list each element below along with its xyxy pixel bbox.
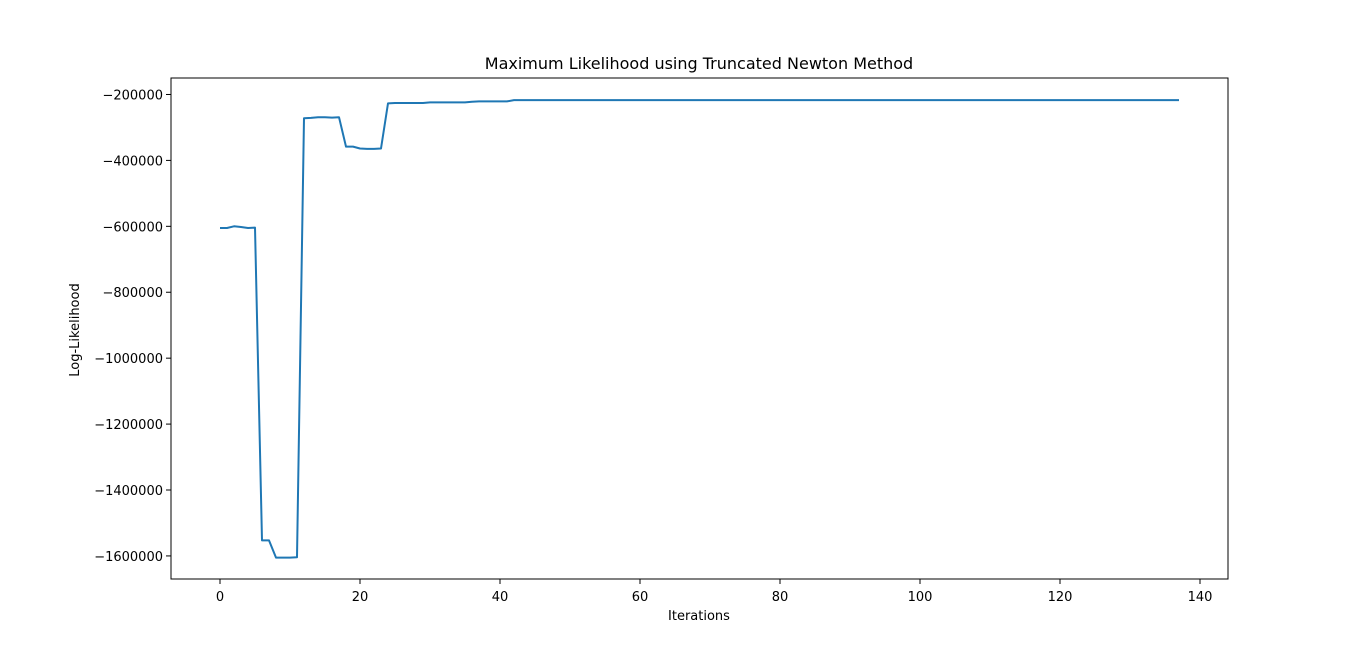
x-tick-label: 140 <box>1188 590 1213 605</box>
y-tick-label: −1000000 <box>94 352 163 367</box>
x-tick-label: 100 <box>908 590 933 605</box>
y-tick-label: −1600000 <box>94 550 163 565</box>
y-tick-label: −1200000 <box>94 418 163 433</box>
y-axis-label: Log-Likelihood <box>68 283 83 376</box>
x-tick-label: 0 <box>216 590 224 605</box>
x-tick-label: 120 <box>1048 590 1073 605</box>
y-tick-label: −200000 <box>102 88 163 103</box>
x-axis-label: Iterations <box>668 609 730 624</box>
series-line <box>220 99 1179 559</box>
series-layer <box>220 99 1179 559</box>
x-tick-label: 20 <box>352 590 369 605</box>
y-tick-label: −1400000 <box>94 484 163 499</box>
y-axis: −200000 −400000 −600000 −800000 −1000000 −120… <box>94 88 171 565</box>
y-tick-label: −400000 <box>102 154 163 169</box>
y-tick-label: −800000 <box>102 286 163 301</box>
x-tick-label: 40 <box>492 590 509 605</box>
x-tick-label: 60 <box>632 590 649 605</box>
plot-frame <box>170 77 1229 580</box>
y-tick-label: −600000 <box>102 220 163 235</box>
x-tick-label: 80 <box>772 590 789 605</box>
plot-area: 0 20 40 60 80 100 120 140 −200000 −400000 −600000… <box>94 77 1229 605</box>
x-axis: 0 20 40 60 80 100 120 140 <box>216 579 1213 605</box>
chart-title: Maximum Likelihood using Truncated Newto… <box>485 54 913 73</box>
